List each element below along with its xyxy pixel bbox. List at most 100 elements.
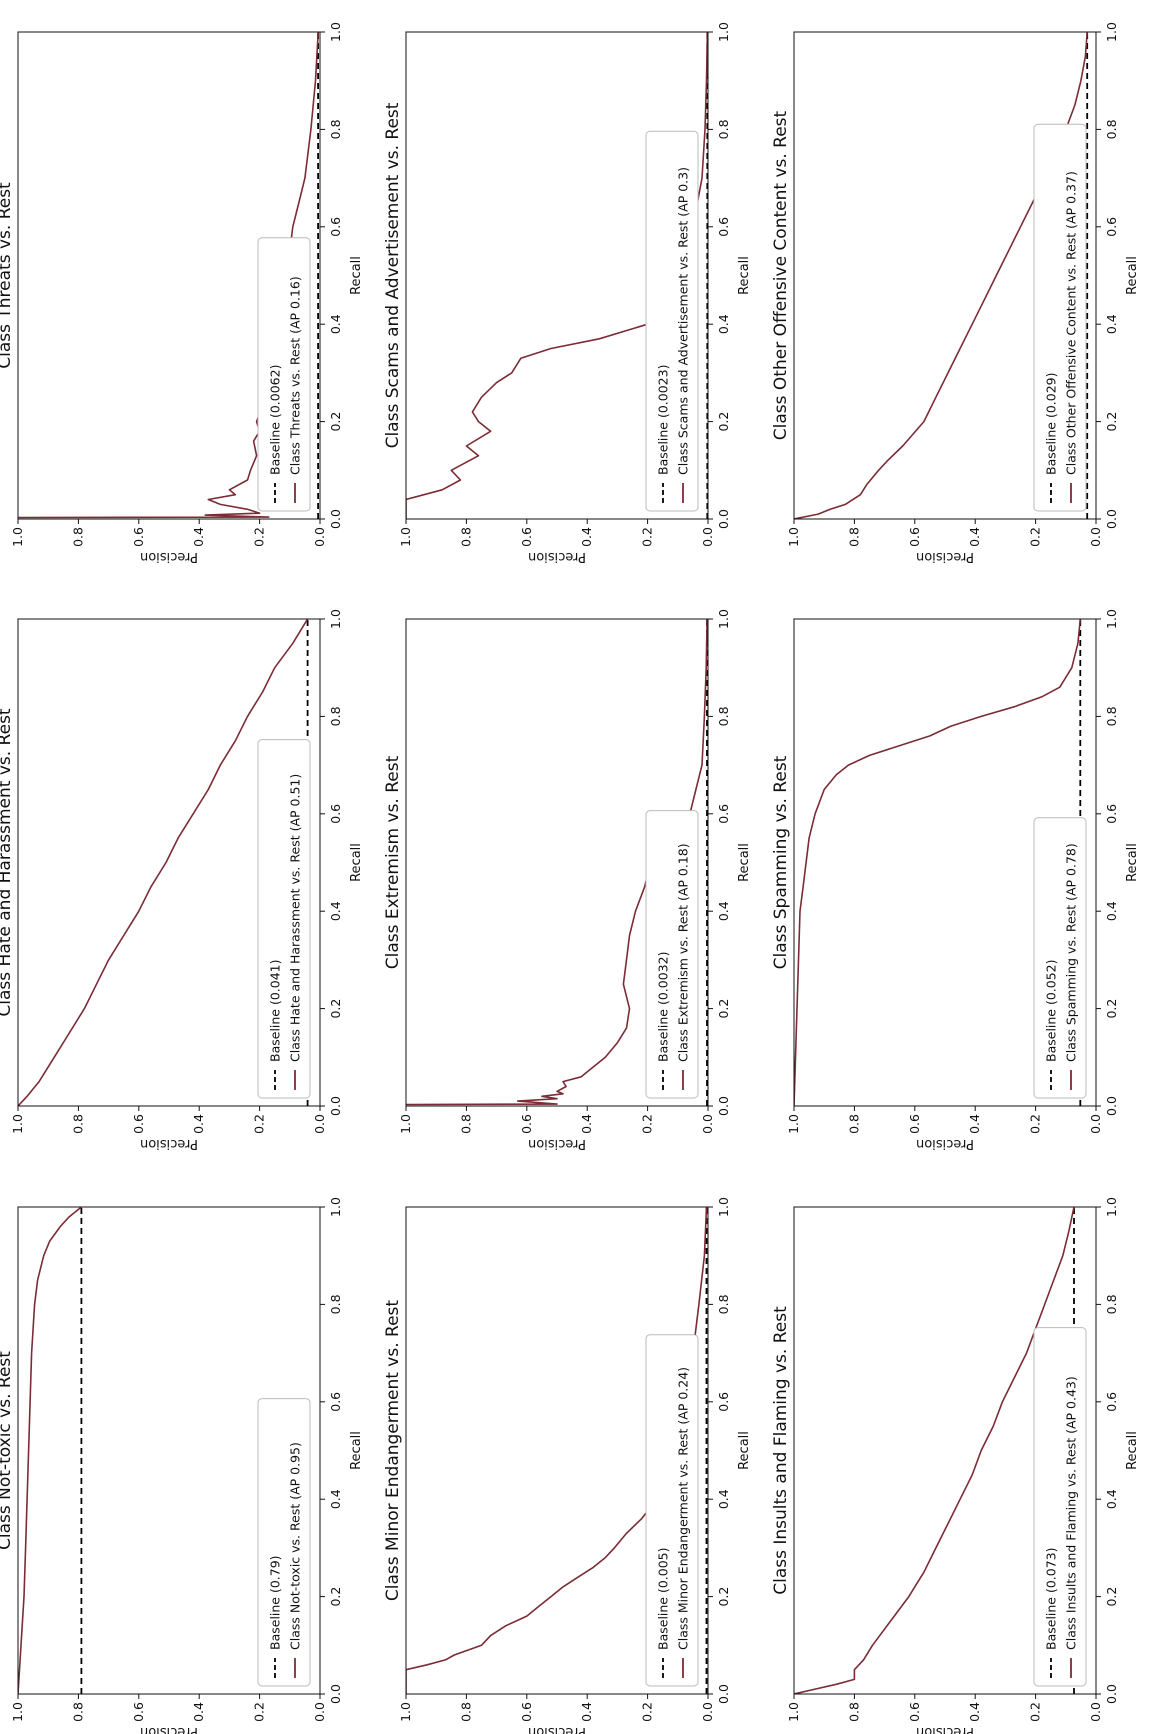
chart-panel: Class Minor Endangerment vs. Rest 0.0 0.2 0… <box>383 1197 752 1734</box>
x-tick-label: 0.4 <box>328 314 343 334</box>
legend-label: Baseline (0.041) <box>268 959 283 1062</box>
plot-frame <box>793 1206 1097 1695</box>
y-axis-label: Precision <box>528 1136 586 1151</box>
legend-label: Class Insults and Flaming vs. Rest (AP 0… <box>1064 1376 1079 1650</box>
chart-panel: Class Insults and Flaming vs. Rest 0.0 0.2… <box>771 1197 1140 1734</box>
y-tick-label: 0.8 <box>70 1702 85 1722</box>
pr-curve-line <box>18 619 309 1106</box>
x-tick-label: 0.8 <box>328 119 343 139</box>
y-tick-label: 0.2 <box>1028 1114 1043 1134</box>
x-tick-label: 0.2 <box>328 1587 343 1607</box>
x-tick-label: 0.6 <box>328 1392 343 1412</box>
y-axis-label: Precision <box>528 1724 586 1734</box>
y-tick-label: 0.0 <box>700 527 715 547</box>
y-tick-label: 1.0 <box>398 527 413 547</box>
x-tick-label: 0.8 <box>328 1294 343 1314</box>
legend-label: Class Extremism vs. Rest (AP 0.18) <box>676 843 691 1062</box>
x-tick-label: 0.0 <box>1104 1684 1119 1704</box>
x-tick-label: 0.8 <box>1104 119 1119 139</box>
x-tick-label: 1.0 <box>1104 609 1119 629</box>
chart-title: Class Threats vs. Rest <box>0 182 15 369</box>
y-tick-label: 0.8 <box>458 527 473 547</box>
y-tick-label: 0.4 <box>191 1702 206 1722</box>
y-axis-label: Precision <box>140 1136 198 1151</box>
y-tick-label: 1.0 <box>398 1114 413 1134</box>
y-tick-label: 0.4 <box>191 527 206 547</box>
x-tick-label: 0.0 <box>1104 509 1119 529</box>
x-tick-label: 0.2 <box>1104 412 1119 432</box>
legend-label: Baseline (0.0062) <box>268 365 283 475</box>
y-tick-label: 0.0 <box>1088 1114 1103 1134</box>
x-tick-label: 1.0 <box>716 609 731 629</box>
legend-label: Baseline (0.073) <box>1044 1547 1059 1650</box>
y-tick-label: 0.2 <box>640 527 655 547</box>
plot-frame <box>405 618 709 1107</box>
y-tick-label: 0.6 <box>519 527 534 547</box>
legend-label: Class Threats vs. Rest (AP 0.16) <box>288 276 303 475</box>
y-tick-label: 0.0 <box>312 1114 327 1134</box>
chart-panel: Class Extremism vs. Rest 0.0 0.2 0.4 0.6 0.8 1… <box>383 609 752 1151</box>
x-tick-label: 0.4 <box>1104 901 1119 921</box>
legend-label: Baseline (0.0032) <box>656 952 671 1062</box>
x-tick-label: 0.6 <box>716 1392 731 1412</box>
x-axis-label: Recall <box>349 843 364 882</box>
chart-title: Class Insults and Flaming vs. Rest <box>771 1306 791 1595</box>
x-tick-label: 1.0 <box>328 609 343 629</box>
x-tick-label: 1.0 <box>328 22 343 42</box>
plot-frame <box>793 618 1097 1107</box>
y-tick-label: 0.8 <box>846 527 861 547</box>
y-axis-label: Precision <box>916 549 974 564</box>
y-tick-label: 0.6 <box>907 1114 922 1134</box>
y-tick-label: 0.4 <box>967 1114 982 1134</box>
y-tick-label: 0.6 <box>519 1702 534 1722</box>
x-tick-label: 0.2 <box>328 999 343 1019</box>
chart-panel: Class Scams and Advertisement vs. Rest 0.… <box>383 22 752 564</box>
legend-label: Class Hate and Harassment vs. Rest (AP 0… <box>288 774 303 1062</box>
y-tick-label: 0.4 <box>579 527 594 547</box>
x-tick-label: 0.6 <box>1104 1392 1119 1412</box>
legend-box <box>645 1334 699 1687</box>
y-tick-label: 0.0 <box>1088 527 1103 547</box>
x-tick-label: 0.2 <box>1104 999 1119 1019</box>
y-tick-label: 1.0 <box>10 527 25 547</box>
x-tick-label: 0.2 <box>1104 1587 1119 1607</box>
chart-panel: Class Hate and Harassment vs. Rest 0.0 0.2… <box>0 609 364 1151</box>
x-tick-label: 0.0 <box>716 1096 731 1116</box>
chart-title: Class Spamming vs. Rest <box>771 755 791 969</box>
x-tick-label: 0.0 <box>328 509 343 529</box>
x-tick-label: 0.2 <box>328 412 343 432</box>
chart-panel: Class Spamming vs. Rest 0.0 0.2 0.4 0.6 0.8 1.… <box>771 609 1140 1151</box>
y-tick-label: 0.6 <box>519 1114 534 1134</box>
y-tick-label: 1.0 <box>786 1702 801 1722</box>
y-axis-label: Precision <box>916 1724 974 1734</box>
x-tick-label: 0.4 <box>328 1489 343 1509</box>
y-tick-label: 0.2 <box>640 1702 655 1722</box>
x-tick-label: 0.2 <box>716 412 731 432</box>
x-axis-label: Recall <box>349 1431 364 1470</box>
x-tick-label: 0.4 <box>716 1489 731 1509</box>
pr-curve-line <box>794 1207 1075 1694</box>
x-axis-label: Recall <box>737 843 752 882</box>
y-tick-label: 1.0 <box>10 1702 25 1722</box>
y-tick-label: 0.0 <box>312 1702 327 1722</box>
y-tick-label: 0.2 <box>252 1114 267 1134</box>
x-tick-label: 0.0 <box>328 1684 343 1704</box>
y-tick-label: 0.6 <box>131 527 146 547</box>
y-tick-label: 0.0 <box>312 527 327 547</box>
x-tick-label: 0.4 <box>716 901 731 921</box>
x-tick-label: 0.4 <box>716 314 731 334</box>
x-tick-label: 1.0 <box>328 1197 343 1217</box>
y-axis-label: Precision <box>140 1724 198 1734</box>
y-tick-label: 0.2 <box>252 527 267 547</box>
legend-label: Class Spamming vs. Rest (AP 0.78) <box>1064 843 1079 1062</box>
x-tick-label: 0.8 <box>1104 1294 1119 1314</box>
x-tick-label: 1.0 <box>716 22 731 42</box>
y-tick-label: 0.0 <box>1088 1702 1103 1722</box>
legend-box <box>645 130 699 512</box>
chart-title: Class Hate and Harassment vs. Rest <box>0 708 15 1017</box>
x-tick-label: 0.8 <box>716 706 731 726</box>
plot-frame <box>405 31 709 520</box>
y-axis-label: Precision <box>528 549 586 564</box>
x-axis-label: Recall <box>1125 1431 1140 1470</box>
x-tick-label: 0.4 <box>1104 314 1119 334</box>
